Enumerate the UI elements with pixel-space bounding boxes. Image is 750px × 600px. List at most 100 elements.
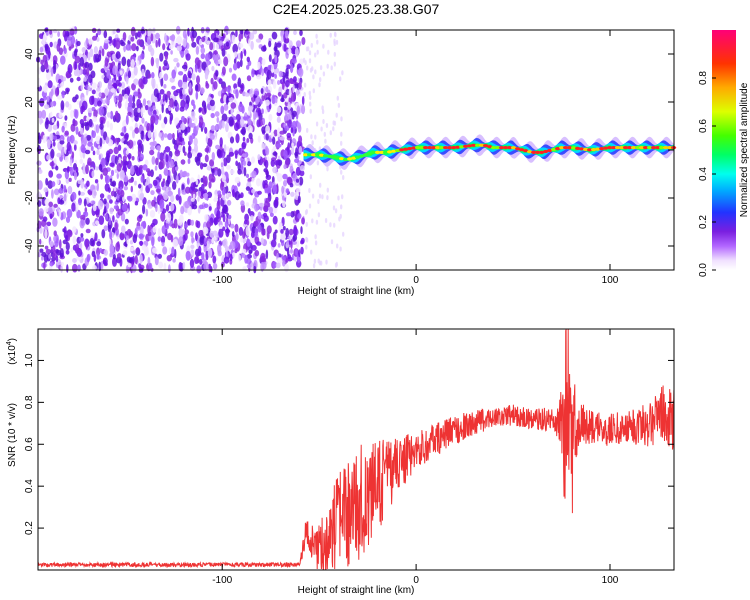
signal-core — [579, 147, 585, 151]
noise-blob — [148, 183, 153, 189]
noise-blob — [172, 258, 176, 263]
noise-blob — [38, 208, 44, 217]
noise-blob — [115, 39, 121, 50]
noise-blob — [212, 255, 217, 264]
noise-blob — [222, 204, 228, 214]
noise-blob — [281, 35, 284, 42]
noise-blob — [104, 88, 109, 96]
noise-blob — [52, 217, 58, 227]
noise-blob — [163, 59, 168, 66]
noise-blob — [282, 260, 286, 267]
noise-blob — [167, 155, 172, 162]
noise-blob — [182, 73, 188, 84]
noise-blob — [155, 39, 158, 48]
noise-blob — [119, 169, 125, 180]
noise-blob — [110, 169, 115, 177]
noise-blob — [159, 152, 165, 162]
noise-blob — [315, 121, 319, 127]
noise-blob — [272, 166, 277, 174]
noise-blob — [228, 92, 232, 98]
noise-blob — [248, 38, 251, 47]
noise-blob — [109, 230, 113, 240]
noise-blob — [194, 64, 198, 73]
noise-blob — [258, 202, 265, 207]
noise-blob — [136, 98, 142, 109]
signal-core — [363, 153, 369, 157]
noise-blob — [206, 221, 212, 229]
noise-blob — [83, 76, 87, 82]
noise-blob — [214, 131, 218, 138]
noise-blob — [232, 252, 236, 258]
noise-blob — [247, 105, 254, 112]
noise-blob — [268, 40, 272, 48]
noise-blob — [150, 190, 155, 196]
noise-blob — [142, 164, 148, 171]
noise-blob — [213, 167, 219, 172]
noise-blob — [171, 85, 176, 90]
noise-blob — [182, 38, 187, 48]
noise-blob — [342, 231, 345, 237]
signal-core — [607, 146, 613, 150]
noise-blob — [263, 205, 267, 212]
noise-blob — [299, 29, 303, 36]
noise-blob — [135, 225, 141, 231]
noise-blob — [208, 206, 212, 211]
noise-blob — [248, 249, 252, 255]
noise-blob — [252, 29, 258, 35]
noise-blob — [281, 81, 285, 90]
noise-blob — [340, 140, 343, 146]
noise-blob — [118, 75, 122, 82]
noise-blob — [116, 163, 122, 172]
noise-blob — [258, 33, 264, 40]
noise-blob — [92, 203, 97, 212]
noise-blob — [123, 140, 128, 145]
noise-blob — [39, 46, 44, 53]
noise-blob — [232, 116, 237, 121]
signal-core — [531, 150, 537, 154]
noise-blob — [138, 214, 143, 219]
noise-blob — [275, 262, 281, 269]
spectrogram-x-axis-label: Height of straight line (km) — [298, 286, 415, 297]
noise-blob — [187, 70, 192, 78]
noise-blob — [126, 89, 130, 95]
noise-blob — [190, 182, 196, 191]
noise-blob — [226, 154, 231, 164]
noise-blob — [209, 133, 215, 140]
noise-blob — [265, 147, 270, 156]
noise-blob — [105, 97, 110, 105]
noise-blob — [265, 86, 269, 93]
noise-blob — [295, 166, 301, 176]
noise-blob — [113, 146, 119, 155]
noise-blob — [114, 155, 118, 165]
noise-blob — [152, 218, 158, 226]
noise-blob — [157, 253, 162, 259]
noise-blob — [256, 74, 262, 80]
noise-blob — [271, 63, 274, 74]
noise-blob — [182, 81, 188, 90]
noise-blob — [43, 261, 46, 270]
noise-blob — [124, 233, 127, 238]
noise-blob — [287, 119, 292, 129]
noise-blob — [272, 136, 276, 145]
noise-blob — [94, 179, 99, 184]
noise-blob — [66, 141, 72, 152]
noise-blob — [284, 114, 288, 122]
noise-blob — [150, 33, 154, 42]
noise-blob — [106, 112, 111, 118]
noise-blob — [83, 187, 86, 192]
noise-blob — [182, 30, 187, 39]
noise-blob — [305, 46, 309, 52]
noise-blob — [149, 210, 156, 218]
noise-blob — [280, 232, 287, 241]
noise-blob — [221, 261, 225, 268]
noise-blob — [209, 42, 214, 51]
noise-blob — [260, 252, 266, 263]
noise-blob — [155, 157, 159, 166]
noise-blob — [341, 70, 344, 76]
noise-blob — [93, 109, 98, 119]
noise-blob — [334, 32, 337, 38]
noise-blob — [124, 132, 129, 140]
noise-blob — [134, 200, 139, 206]
noise-blob — [293, 30, 297, 36]
noise-blob — [49, 30, 53, 35]
